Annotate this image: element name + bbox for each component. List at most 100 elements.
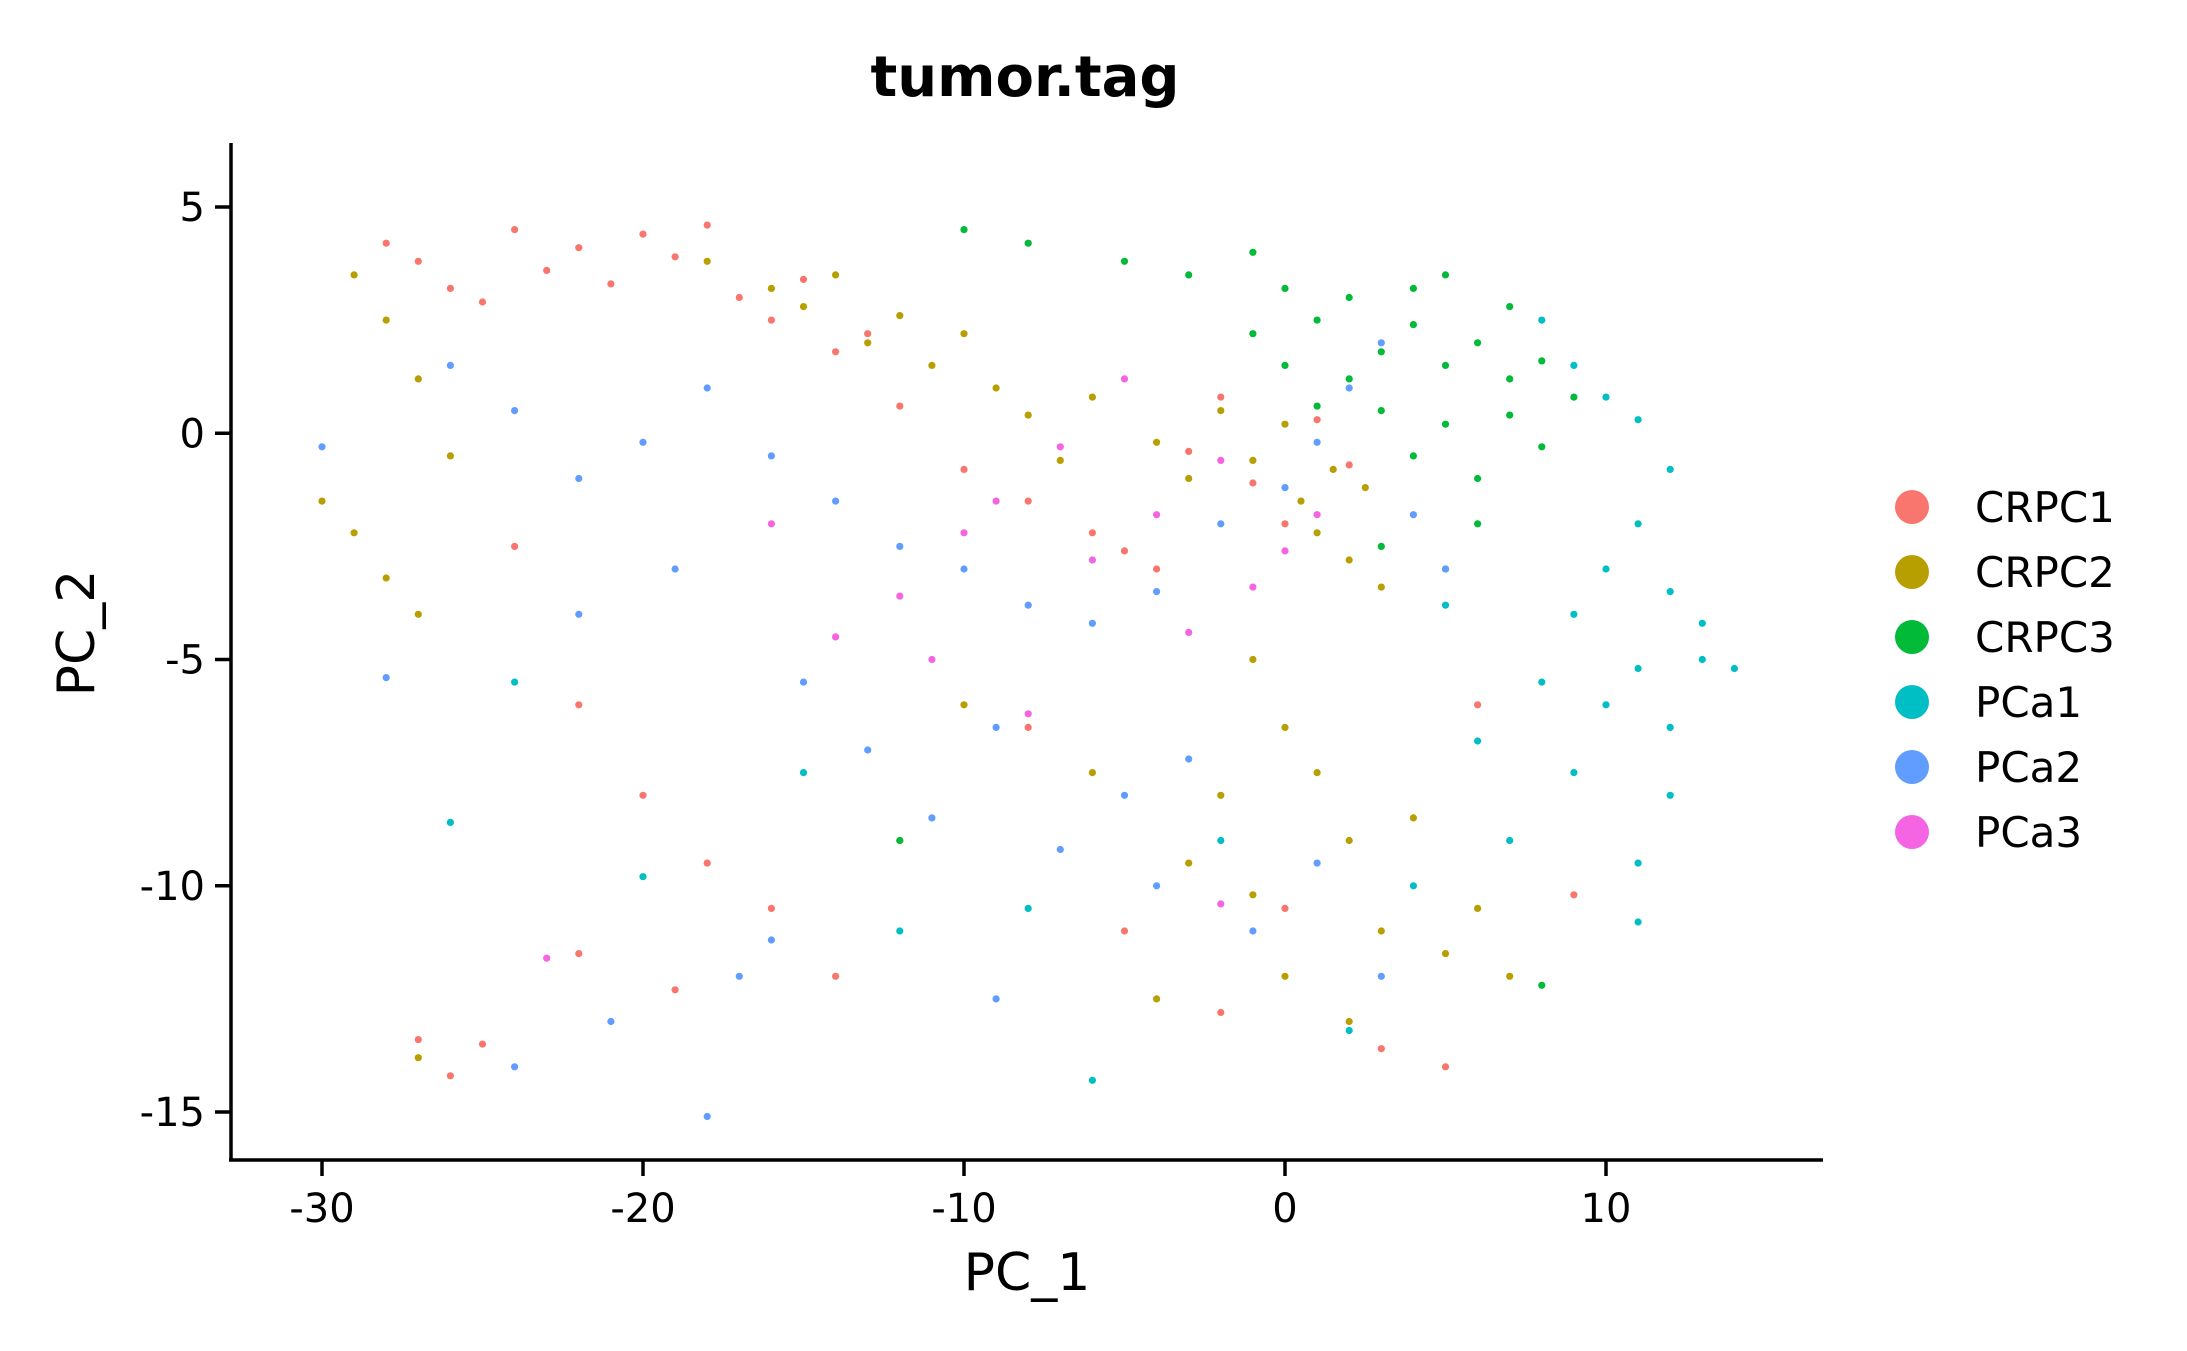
legend-label-crpc1: CRPC1 [1975, 483, 2115, 532]
point-crpc2 [1313, 769, 1321, 777]
point-pca2 [1153, 588, 1161, 596]
point-pca1 [1345, 1026, 1353, 1035]
point-crpc1 [1570, 891, 1578, 899]
point-pca1 [1602, 701, 1610, 709]
point-pca1 [1602, 393, 1610, 401]
point-crpc1 [671, 986, 679, 994]
point-crpc2 [1297, 497, 1305, 505]
legend-key-crpc2 [1895, 555, 1929, 589]
point-crpc3 [1345, 293, 1353, 302]
point-crpc3 [960, 226, 968, 234]
point-pca2 [703, 1112, 711, 1121]
point-crpc3 [1441, 271, 1450, 279]
point-crpc3 [1538, 357, 1546, 365]
point-crpc1 [414, 1036, 422, 1044]
point-pca3 [1056, 443, 1064, 451]
point-pca1 [1409, 882, 1417, 890]
point-crpc1 [607, 280, 615, 288]
point-crpc2 [1506, 972, 1514, 980]
point-pca1 [1666, 723, 1674, 732]
point-pca1 [1570, 769, 1578, 777]
point-crpc2 [414, 375, 422, 383]
point-crpc1 [1377, 1045, 1385, 1053]
point-crpc1 [446, 1072, 454, 1080]
point-crpc1 [1024, 723, 1032, 732]
point-pca2 [1441, 565, 1450, 573]
point-crpc3 [1409, 321, 1417, 329]
point-crpc2 [446, 452, 454, 460]
point-crpc2 [1249, 655, 1257, 664]
point-crpc1 [1281, 904, 1289, 913]
point-pca1 [446, 818, 454, 827]
point-pca2 [928, 814, 936, 822]
point-crpc1 [1249, 479, 1257, 487]
point-crpc2 [799, 303, 808, 311]
point-pca1 [510, 678, 519, 686]
legend: CRPC1 CRPC2 CRPC3 PCa1 PCa2 PCa3 [1895, 483, 2115, 857]
point-crpc1 [1185, 447, 1193, 455]
point-pca2 [1377, 972, 1385, 980]
point-crpc1 [1217, 1008, 1225, 1017]
point-crpc2 [1361, 484, 1369, 492]
point-pca3 [543, 954, 551, 962]
point-crpc2 [1088, 393, 1096, 401]
point-pca3 [1249, 583, 1257, 591]
point-pca3 [832, 633, 840, 641]
point-crpc2 [1056, 456, 1064, 464]
point-pca2 [1153, 882, 1161, 890]
point-crpc1 [510, 226, 519, 234]
point-crpc1 [832, 972, 840, 980]
point-crpc3 [1281, 361, 1289, 369]
point-pca1 [1570, 361, 1578, 369]
point-pca1 [1506, 836, 1514, 845]
point-crpc2 [928, 361, 936, 369]
legend-key-pca2 [1895, 750, 1929, 784]
point-crpc3 [1185, 271, 1193, 279]
x-tick-label: -20 [610, 1186, 675, 1232]
point-crpc1 [1153, 565, 1161, 573]
point-crpc2 [1153, 995, 1161, 1003]
point-pca2 [832, 497, 840, 505]
point-crpc3 [1120, 257, 1129, 265]
point-pca2 [382, 674, 390, 682]
point-crpc1 [1441, 1063, 1450, 1071]
point-crpc1 [1120, 927, 1129, 935]
point-crpc2 [767, 284, 776, 292]
point-pca1 [1698, 619, 1706, 627]
point-crpc2 [1474, 904, 1482, 913]
point-crpc2 [1345, 556, 1353, 564]
point-crpc1 [703, 221, 711, 229]
point-pca1 [1730, 664, 1738, 673]
point-crpc1 [960, 465, 968, 473]
point-pca1 [1666, 791, 1674, 799]
point-crpc2 [382, 574, 390, 582]
point-crpc1 [1313, 416, 1321, 424]
point-crpc3 [1281, 284, 1289, 292]
point-pca2 [992, 723, 1000, 732]
point-crpc3 [1313, 316, 1321, 324]
point-crpc2 [896, 312, 904, 320]
point-pca1 [1538, 316, 1546, 324]
point-crpc3 [1377, 348, 1385, 356]
point-crpc1 [864, 330, 872, 338]
point-crpc1 [1088, 529, 1096, 537]
point-crpc3 [1377, 542, 1385, 551]
point-crpc2 [1377, 927, 1385, 935]
point-crpc1 [1120, 547, 1129, 555]
point-crpc1 [703, 859, 711, 867]
y-ticks: 5 0 -5 -10 -15 [140, 185, 231, 1136]
point-pca3 [1120, 375, 1129, 383]
legend-label-crpc3: CRPC3 [1975, 613, 2115, 662]
point-crpc2 [1329, 465, 1337, 473]
legend-key-pca1 [1895, 685, 1929, 719]
point-pca3 [960, 529, 968, 537]
point-crpc2 [1185, 859, 1193, 867]
point-crpc1 [575, 950, 583, 958]
point-pca2 [1313, 438, 1321, 446]
point-pca3 [1185, 628, 1193, 637]
point-crpc1 [1024, 497, 1032, 505]
point-pca1 [1441, 601, 1450, 609]
point-pca2 [1281, 484, 1289, 492]
legend-label-pca2: PCa2 [1975, 743, 2082, 792]
point-crpc3 [1313, 402, 1321, 410]
